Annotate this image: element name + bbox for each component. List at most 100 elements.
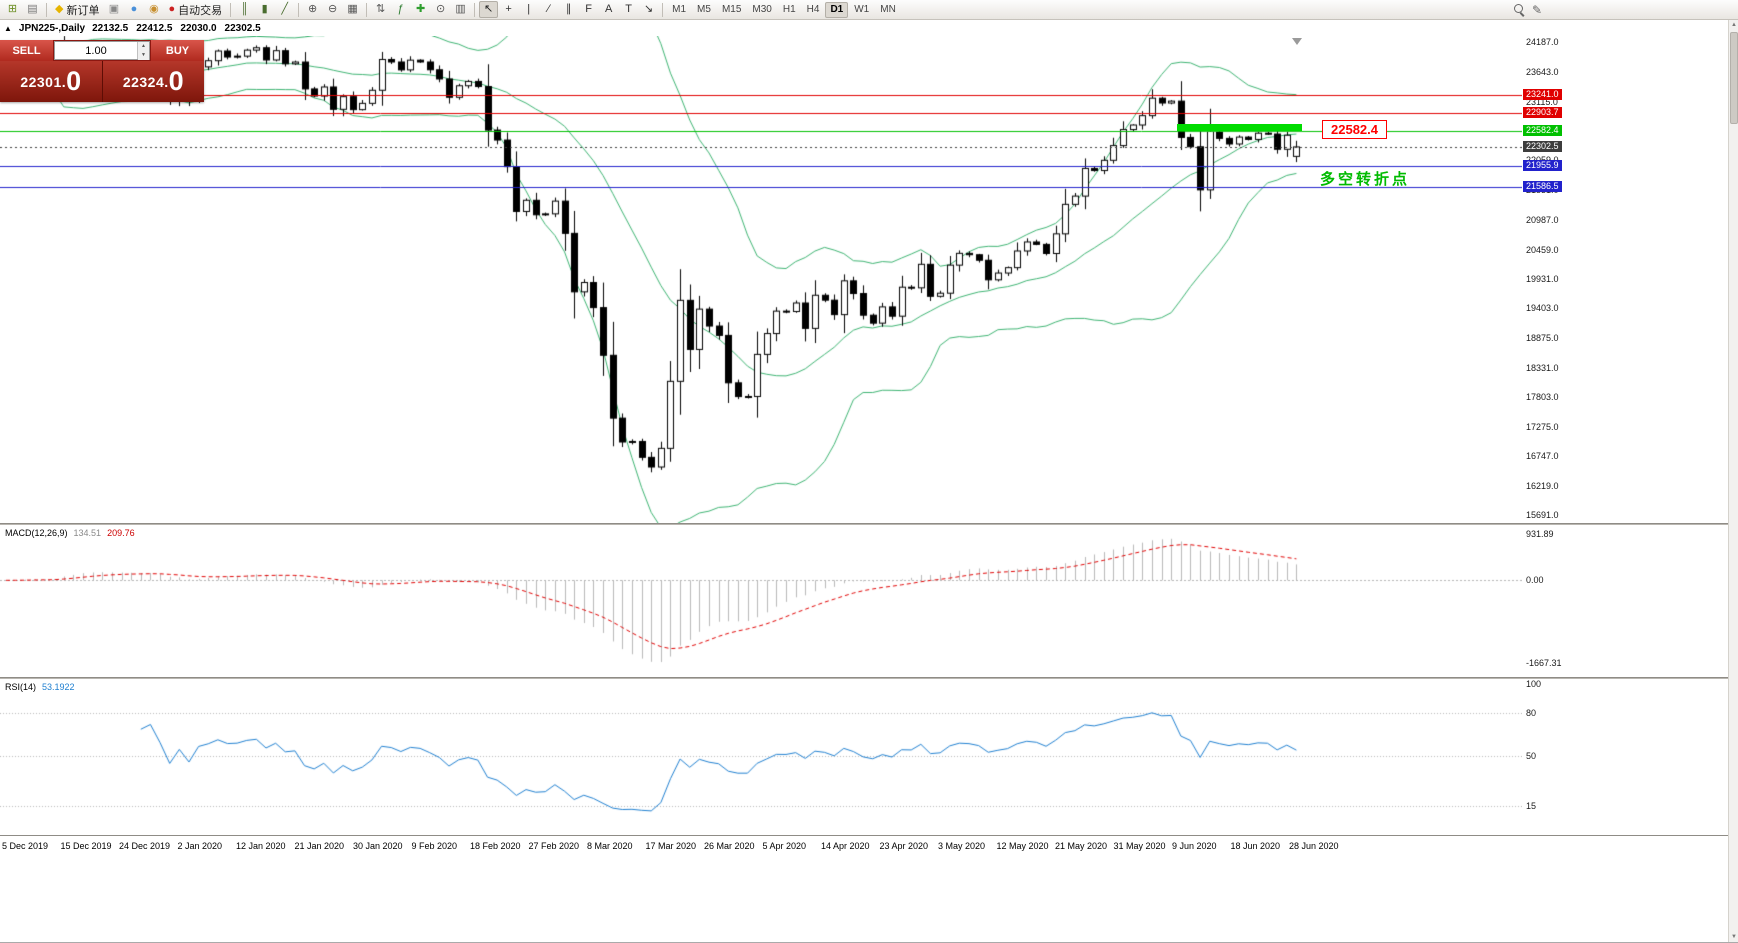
zoom-in-button[interactable]: ⊕ xyxy=(303,1,322,18)
crosshair-icon: + xyxy=(505,3,512,15)
volume-input[interactable] xyxy=(55,42,137,59)
price-chart-canvas[interactable] xyxy=(0,36,1522,523)
timeframe-h4-button[interactable]: H4 xyxy=(806,4,820,15)
signals-icon: ◉ xyxy=(149,3,159,15)
timeframe-m1-button[interactable]: M1 xyxy=(672,4,687,15)
chart-candles-button[interactable]: ▮ xyxy=(255,1,274,18)
zoom-out-button[interactable]: ⊖ xyxy=(323,1,342,18)
rsi-tick: 15 xyxy=(1526,801,1537,812)
trendline-button[interactable]: ∕ xyxy=(539,1,558,18)
price-tag-21955.9: 21955.9 xyxy=(1523,160,1562,172)
trendline-icon: ∕ xyxy=(547,3,550,15)
new-chart-button[interactable]: ⊞ xyxy=(3,1,22,18)
search-icon[interactable] xyxy=(1514,4,1526,16)
date-label: 24 Dec 2019 xyxy=(119,841,171,851)
date-label: 23 Apr 2020 xyxy=(879,841,929,851)
chart-line-button[interactable]: ╱ xyxy=(275,1,294,18)
price-tick: 19931.0 xyxy=(1526,273,1559,284)
signals-button[interactable]: ◉ xyxy=(144,1,163,18)
scrollbar-up-icon[interactable]: ▲ xyxy=(1731,22,1737,28)
timeframe-h1-button[interactable]: H1 xyxy=(782,4,796,15)
buy-button[interactable]: BUY xyxy=(151,40,204,61)
channel-icon: ∥ xyxy=(565,3,572,15)
autotrading-button[interactable]: ● 自动交易 xyxy=(164,1,226,18)
timeframe-m30-button[interactable]: M30 xyxy=(752,4,772,15)
price-tick: 20459.0 xyxy=(1526,244,1559,255)
timeframe-d1-button[interactable]: D1 xyxy=(825,1,849,18)
vertical-line-button[interactable]: | xyxy=(519,1,538,18)
add-indicator-button[interactable]: ✚ xyxy=(411,1,430,18)
date-label: 9 Jun 2020 xyxy=(1172,841,1217,851)
text-label-button[interactable]: T xyxy=(619,1,638,18)
timeframe-mn-button[interactable]: MN xyxy=(880,4,896,15)
price-tick: 17275.0 xyxy=(1526,421,1559,432)
ohlc-close: 22302.5 xyxy=(224,22,261,34)
volume-field xyxy=(54,41,150,60)
highlight-zone[interactable] xyxy=(1176,123,1303,132)
rsi-tick: 50 xyxy=(1526,751,1537,761)
profiles-button[interactable]: ▤ xyxy=(23,1,42,18)
arrows-icon: ↘ xyxy=(644,3,654,15)
price-tag-22302.5: 22302.5 xyxy=(1523,140,1562,152)
indicators-button[interactable]: ƒ xyxy=(391,1,410,18)
new-chart-icon: ⊞ xyxy=(7,3,18,15)
scrollbar-thumb[interactable] xyxy=(1730,32,1738,124)
channel-button[interactable]: ∥ xyxy=(559,1,578,18)
new-order-button[interactable]: ◆ 新订单 xyxy=(51,1,103,18)
tile-windows-icon: ▦ xyxy=(347,3,358,15)
new-order-label: 新订单 xyxy=(66,4,100,17)
market-button[interactable]: ● xyxy=(124,1,143,18)
rsi-name: RSI(14) xyxy=(5,682,37,692)
price-tick: 19403.0 xyxy=(1526,303,1559,314)
timeframe-w1-button[interactable]: W1 xyxy=(854,4,870,15)
new-order-icon: ◆ xyxy=(55,3,64,15)
edit-pencil-icon[interactable]: ✎ xyxy=(1532,3,1543,17)
buy-price-button[interactable]: 22324. 0 xyxy=(102,61,204,102)
volume-decrease-button[interactable] xyxy=(138,51,149,60)
volume-increase-button[interactable] xyxy=(138,42,149,51)
crosshair-button[interactable]: + xyxy=(499,1,518,18)
chart-bars-icon: ║ xyxy=(240,3,249,15)
tile-windows-button[interactable]: ▦ xyxy=(343,1,362,18)
rsi-canvas[interactable] xyxy=(0,679,1522,835)
vertical-scrollbar[interactable]: ▲ ▼ xyxy=(1728,20,1738,942)
price-callout[interactable]: 22582.4 xyxy=(1322,120,1387,139)
arrows-button[interactable]: ↘ xyxy=(639,1,658,18)
price-tick: 18331.0 xyxy=(1526,363,1559,374)
sell-button[interactable]: SELL xyxy=(0,40,53,61)
periods-button[interactable]: ⊙ xyxy=(431,1,450,18)
macd-axis: 931.89 0.00 -1667.31 xyxy=(1522,525,1728,677)
price-tag-23241.0: 23241.0 xyxy=(1523,88,1562,100)
auto-arrange-button[interactable]: ⇅ xyxy=(371,1,390,18)
toolbar-separator xyxy=(366,2,368,17)
profiles-icon: ▤ xyxy=(27,3,38,15)
chart-bars-button[interactable]: ║ xyxy=(235,1,254,18)
templates-button[interactable]: ▥ xyxy=(451,1,470,18)
ohlc-high: 22412.5 xyxy=(136,22,173,34)
macd-canvas[interactable] xyxy=(0,525,1522,677)
macd-tick: 931.89 xyxy=(1526,529,1554,540)
metaeditor-button[interactable]: ▣ xyxy=(104,1,123,18)
scrollbar-down-icon[interactable]: ▼ xyxy=(1731,934,1737,940)
date-label: 17 Mar 2020 xyxy=(645,841,697,851)
sell-price-button[interactable]: 22301. 0 xyxy=(0,61,103,102)
text-button[interactable]: A xyxy=(599,1,618,18)
pane-divider[interactable] xyxy=(0,677,1728,679)
ohlc-low: 22030.0 xyxy=(180,22,217,34)
timeframe-m5-button[interactable]: M5 xyxy=(697,4,711,15)
toolbar-separator xyxy=(298,2,300,17)
date-label: 27 Feb 2020 xyxy=(528,841,580,851)
date-label: 21 May 2020 xyxy=(1055,841,1108,851)
time-axis: 5 Dec 2019 15 Dec 2019 24 Dec 2019 2 Jan 20… xyxy=(0,835,1728,854)
timeframe-m15-button[interactable]: M15 xyxy=(721,4,742,15)
pane-divider[interactable] xyxy=(0,523,1728,525)
date-label: 26 Mar 2020 xyxy=(704,841,755,851)
date-label: 12 Jan 2020 xyxy=(236,841,286,851)
toolbar-right-group: ✎ xyxy=(1514,0,1542,20)
cursor-button[interactable]: ↖ xyxy=(479,1,499,18)
price-tick: 16747.0 xyxy=(1526,451,1559,462)
zoom-out-icon: ⊖ xyxy=(328,3,338,15)
fibonacci-button[interactable]: F xyxy=(579,1,598,18)
date-label: 8 Mar 2020 xyxy=(587,841,633,851)
